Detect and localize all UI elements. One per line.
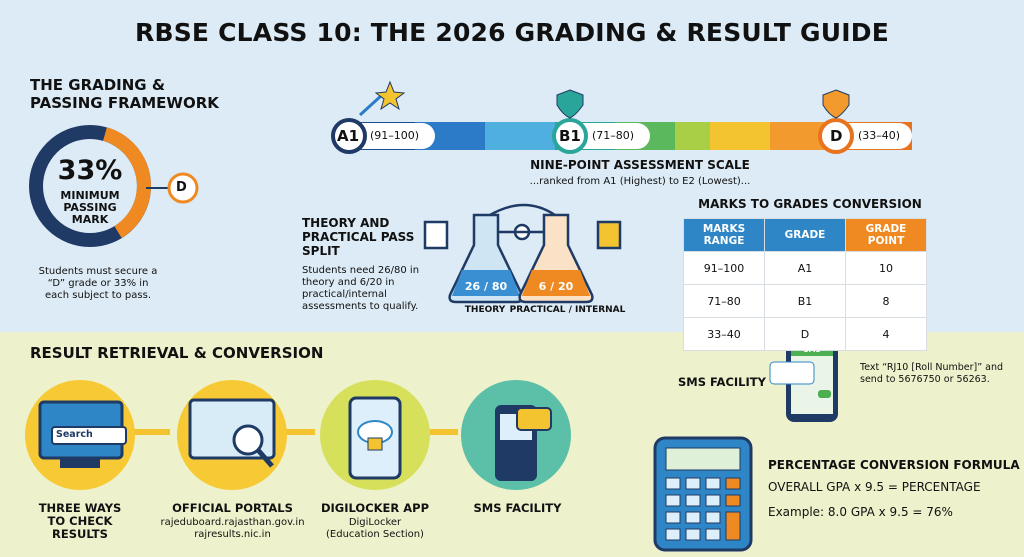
row: 71–80 B1 8: [683, 284, 927, 318]
cell: 8: [845, 284, 927, 318]
grade: B1: [559, 127, 581, 145]
step-label: THREE WAYS TO CHECK RESULTS: [38, 501, 122, 541]
cell: 4: [845, 317, 927, 351]
row: 91–100 A1 10: [683, 251, 927, 285]
step-label: OFFICIAL PORTALS: [172, 501, 293, 515]
step-detail: (Education Section): [326, 529, 424, 540]
header-cell: GRADE: [764, 218, 846, 252]
flask-label: THEORY: [464, 305, 506, 315]
range: (33–40): [858, 129, 901, 142]
sms-phone: [769, 338, 838, 422]
flask-value: 6 / 20: [538, 280, 574, 293]
range: (71–80): [592, 129, 635, 142]
split-title: THEORY AND PRACTICAL PASS SPLIT: [302, 216, 415, 258]
formula-line: OVERALL GPA x 9.5 = PERCENTAGE: [768, 480, 981, 494]
cell: 33–40: [683, 317, 765, 351]
donut-arc: [102, 127, 151, 238]
sms-text: Text “RJ10 [Roll Number]” and send to 56…: [860, 362, 1004, 385]
scale-title: NINE-POINT ASSESSMENT SCALE: [530, 158, 750, 172]
range: (91–100): [370, 129, 420, 142]
grade: D: [830, 127, 843, 145]
table-title: MARKS TO GRADES CONVERSION: [698, 197, 922, 211]
row: 33–40 D 4: [683, 317, 927, 351]
percent: 33%: [57, 155, 123, 186]
header-row: MARKS RANGE GRADE GRADE POINT: [683, 218, 927, 252]
search-box: Search: [56, 429, 93, 440]
step-detail: rajresults.nic.in: [194, 529, 271, 540]
formula-title: PERCENTAGE CONVERSION FORMULA: [768, 458, 1020, 472]
scale-bar: [331, 80, 912, 154]
header-cell: GRADE POINT: [845, 218, 927, 252]
formula-example: Example: 8.0 GPA x 9.5 = 76%: [768, 505, 953, 519]
grade: A1: [337, 127, 360, 145]
section-heading: THE GRADING & PASSING FRAMEWORK: [30, 76, 219, 112]
header-cell: MARKS RANGE: [683, 218, 765, 252]
scale-subtitle: ...ranked from A1 (Highest) to E2 (Lowes…: [529, 176, 751, 187]
flasks: [423, 203, 622, 304]
step-detail: rajeduboard.rajasthan.gov.in: [160, 517, 305, 528]
sms-label: SMS FACILITY: [678, 375, 766, 389]
step-icons: [25, 380, 571, 490]
cell: B1: [764, 284, 846, 318]
cell: 10: [845, 251, 927, 285]
split-text: Students need 26/80 in theory and 6/20 i…: [302, 265, 420, 312]
badge-circle: [167, 172, 199, 204]
cell: 71–80: [683, 284, 765, 318]
flask-value: 26 / 80: [464, 280, 508, 293]
cell: 91–100: [683, 251, 765, 285]
section-heading: RESULT RETRIEVAL & CONVERSION: [30, 344, 324, 362]
badge: D: [176, 180, 187, 195]
percent-caption: MINIMUM PASSING MARK: [60, 189, 120, 226]
step-label: DIGILOCKER APP: [320, 501, 430, 515]
cell: D: [764, 317, 846, 351]
grade-table: MARKS RANGE GRADE GRADE POINT 91–100 A1 10 7…: [683, 218, 927, 351]
title: RBSE CLASS 10: THE 2026 GRADING & RESULT…: [135, 18, 889, 47]
calculator: [653, 436, 753, 552]
sms-screen: SMS: [803, 346, 821, 354]
note: Students must secure a “D” grade or 33% …: [38, 266, 158, 301]
step-label: SMS FACILITY: [473, 501, 562, 515]
step-detail: DigiLocker: [348, 517, 402, 528]
flask-label: PRACTICAL / INTERNAL: [509, 305, 626, 315]
cell: A1: [764, 251, 846, 285]
